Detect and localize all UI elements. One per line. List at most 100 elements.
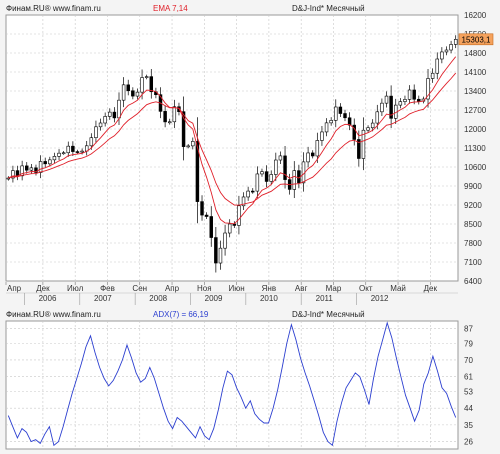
candle-body xyxy=(306,152,310,163)
candle-body xyxy=(38,161,43,173)
adx-tick-label: 87 xyxy=(464,324,473,333)
candle-up xyxy=(403,95,407,106)
candle-up xyxy=(274,152,278,182)
month-tick-label: Авг xyxy=(295,284,308,293)
candle-body xyxy=(89,137,94,147)
candle-up xyxy=(135,88,140,100)
candle-body xyxy=(398,101,403,106)
candle-down xyxy=(283,145,287,189)
candle-up xyxy=(246,186,250,201)
candle-up xyxy=(444,46,449,56)
month-tick-label: Май xyxy=(390,284,406,293)
candle-body xyxy=(131,90,135,97)
ema-indicator-label: EMA 7,14 xyxy=(153,4,188,13)
candle-body xyxy=(320,131,324,141)
candle-body xyxy=(48,159,52,165)
candle-up xyxy=(6,176,11,181)
candle-body xyxy=(435,58,439,74)
candle-down xyxy=(200,195,204,221)
candle-body xyxy=(126,84,130,92)
candle-body xyxy=(149,76,154,93)
candle-body xyxy=(163,111,167,123)
month-axis: Апр Дек Июл Фев Сен Апр Ноя Июн Янв Авг Мар Окт Май Д… xyxy=(5,282,438,293)
candle-up xyxy=(435,52,439,80)
candle-body xyxy=(103,116,107,124)
candle-body xyxy=(274,159,278,175)
price-tick-label: 14100 xyxy=(464,68,487,77)
candle-down xyxy=(112,107,117,123)
candle-up xyxy=(121,77,126,108)
candle-body xyxy=(20,165,24,177)
candle-body xyxy=(172,106,177,123)
candle-body xyxy=(292,170,296,190)
year-axis: 2006 2007 2008 2009 2010 2011 2012 xyxy=(6,292,458,305)
candle-up xyxy=(398,98,403,109)
adx-series xyxy=(7,321,457,447)
year-tick-label: 2007 xyxy=(94,294,112,303)
candle-up xyxy=(449,40,453,54)
candle-up xyxy=(52,152,57,164)
candle-up xyxy=(306,146,310,168)
price-tick-label: 10600 xyxy=(464,163,487,172)
candle-body xyxy=(384,95,389,104)
candle-body xyxy=(121,84,126,101)
candle-up xyxy=(278,151,283,165)
candle-body xyxy=(223,232,227,249)
candle-body xyxy=(227,223,232,234)
candle-up xyxy=(315,132,320,163)
year-tick-label: 2010 xyxy=(260,294,278,303)
candle-up xyxy=(29,164,34,174)
candle-up xyxy=(108,108,112,120)
candle-down xyxy=(214,226,218,273)
candle-up xyxy=(191,137,195,150)
adx-instrument-label: D&J-Ind* Месячный xyxy=(292,310,365,319)
candle-up xyxy=(255,166,260,198)
candle-down xyxy=(149,69,154,99)
price-tick-label: 16200 xyxy=(464,11,487,20)
candle-up xyxy=(269,170,273,186)
candle-body xyxy=(186,145,190,148)
candle-up xyxy=(48,156,52,167)
candle-body xyxy=(315,140,320,157)
adx-tick-label: 61 xyxy=(464,373,473,382)
price-tick-label: 11300 xyxy=(464,144,486,153)
candle-body xyxy=(237,205,241,226)
candle-body xyxy=(191,141,195,147)
candle-body xyxy=(25,165,29,171)
candle-up xyxy=(366,125,370,133)
price-tick-label: 13400 xyxy=(464,87,487,96)
candle-body xyxy=(75,151,80,153)
candle-body xyxy=(246,190,250,198)
candle-body xyxy=(440,51,444,60)
candle-body xyxy=(426,78,430,100)
candle-body xyxy=(283,155,287,180)
candle-down xyxy=(417,95,421,105)
price-instrument-label: D&J-Ind* Месячный xyxy=(292,4,365,13)
candle-body xyxy=(168,121,172,124)
candle-down xyxy=(181,96,186,161)
candle-body xyxy=(80,150,84,153)
candle-down xyxy=(25,162,29,174)
candle-body xyxy=(403,99,407,102)
candle-down xyxy=(412,84,416,105)
candle-up xyxy=(407,85,412,104)
month-tick-label: Дек xyxy=(36,284,50,293)
candle-down xyxy=(264,165,269,188)
candle-body xyxy=(334,106,338,121)
candle-down xyxy=(251,188,255,194)
candle-body xyxy=(444,49,449,53)
adx-y-axis: 26 35 44 53 61 70 79 87 xyxy=(464,324,473,446)
candle-down xyxy=(204,212,209,220)
candle-down xyxy=(347,112,352,131)
candle-up xyxy=(334,99,338,128)
candle-down xyxy=(343,109,347,122)
candle-up xyxy=(453,35,458,49)
candle-body xyxy=(43,161,47,165)
adx-tick-label: 70 xyxy=(464,356,473,365)
candle-up xyxy=(440,47,444,64)
candle-body xyxy=(361,129,366,159)
candle-body xyxy=(66,145,70,154)
candle-body xyxy=(135,91,140,97)
price-candles xyxy=(6,35,458,273)
